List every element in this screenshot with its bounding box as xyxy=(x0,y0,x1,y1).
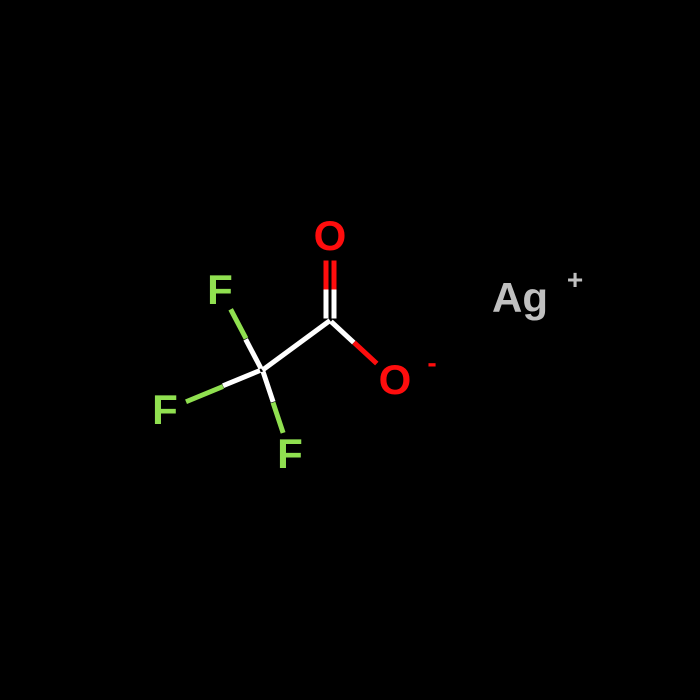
atom-O_top: O xyxy=(314,215,347,257)
atom-Ag_plus: Ag xyxy=(492,277,548,319)
bond-segment xyxy=(324,260,329,289)
bond-segment xyxy=(324,289,329,318)
bond-segment xyxy=(330,320,356,345)
bond-segment xyxy=(228,308,248,340)
bond-segment xyxy=(184,384,223,404)
atom-F_bl: F xyxy=(152,389,178,431)
atom-Ag_plus_charge: + xyxy=(567,266,583,294)
bond-segment xyxy=(332,260,337,289)
bond-segment xyxy=(332,289,337,318)
atom-O_minus_charge: - xyxy=(427,349,436,377)
bond-segment xyxy=(243,338,263,370)
bond-segment xyxy=(222,368,261,388)
atom-F_bot: F xyxy=(277,433,303,475)
bond-segment xyxy=(353,341,379,366)
atom-O_minus: O xyxy=(379,359,412,401)
atom-F_left: F xyxy=(207,269,233,311)
bond-segment xyxy=(260,371,275,403)
bond-segment xyxy=(261,318,332,372)
molecule-canvas: OFO-FFAg+ xyxy=(0,0,700,700)
